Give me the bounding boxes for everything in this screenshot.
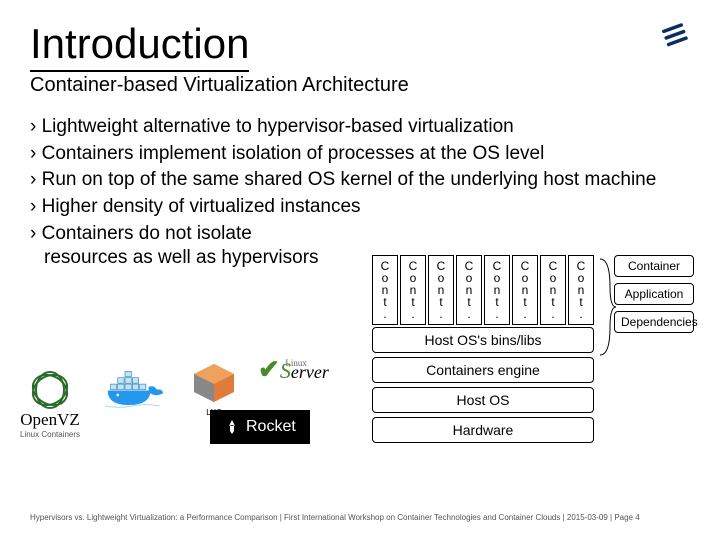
lxc-logo: LXC [190, 362, 238, 417]
bullet-item: Lightweight alternative to hypervisor-ba… [30, 115, 690, 140]
stack-containers-engine: Containers engine [372, 357, 594, 383]
bullet-item: Containers implement isolation of proces… [30, 142, 690, 167]
bullet-item: Higher density of virtualized instances [30, 195, 690, 220]
docker-logo [100, 365, 170, 415]
vendor-logos: OpenVZ Linux Containers [20, 340, 355, 439]
slide: Introduction Container-based Virtualizat… [0, 0, 720, 540]
openvz-icon [25, 370, 75, 410]
openvz-sublabel: Linux Containers [20, 430, 80, 439]
bullet-list: Lightweight alternative to hypervisor-ba… [30, 115, 690, 271]
architecture-diagram: Cont.Cont.Cont.Cont.Cont.Cont.Cont.Cont.… [372, 255, 692, 447]
slide-title: Introduction [30, 20, 249, 72]
side-dependencies: Dependencies [614, 311, 694, 333]
vserver-logo: ✔Server Linux [258, 355, 355, 385]
rocket-icon [224, 419, 240, 435]
container-cell: Cont. [540, 255, 566, 325]
ericsson-logo [660, 20, 690, 55]
side-labels: Container Application Dependencies [614, 255, 694, 333]
lxc-icon [190, 362, 238, 406]
slide-subtitle: Container-based Virtualization Architect… [30, 74, 690, 97]
container-cell: Cont. [484, 255, 510, 325]
stack-host-os: Host OS [372, 387, 594, 413]
stack-hardware: Hardware [372, 417, 594, 443]
slide-footer: Hypervisors vs. Lightweight Virtualizati… [30, 513, 690, 522]
stack-bins-libs: Host OS's bins/libs [372, 327, 594, 353]
openvz-logo: OpenVZ Linux Containers [20, 370, 80, 439]
container-cell: Cont. [428, 255, 454, 325]
side-container: Container [614, 255, 694, 277]
bullet-item: Run on top of the same shared OS kernel … [30, 168, 690, 193]
rocket-label: Rocket [246, 418, 296, 436]
container-cell: Cont. [400, 255, 426, 325]
side-application: Application [614, 283, 694, 305]
container-cell: Cont. [372, 255, 398, 325]
vserver-label: ✔Server Linux [258, 355, 355, 385]
container-cell: Cont. [568, 255, 594, 325]
rocket-logo: Rocket [210, 410, 310, 444]
bullet-item: Containers do not isolate resources as w… [30, 222, 330, 271]
container-cell: Cont. [512, 255, 538, 325]
container-row: Cont.Cont.Cont.Cont.Cont.Cont.Cont.Cont. [372, 255, 594, 325]
openvz-label: OpenVZ [20, 410, 79, 430]
docker-icon [100, 365, 170, 415]
container-cell: Cont. [456, 255, 482, 325]
